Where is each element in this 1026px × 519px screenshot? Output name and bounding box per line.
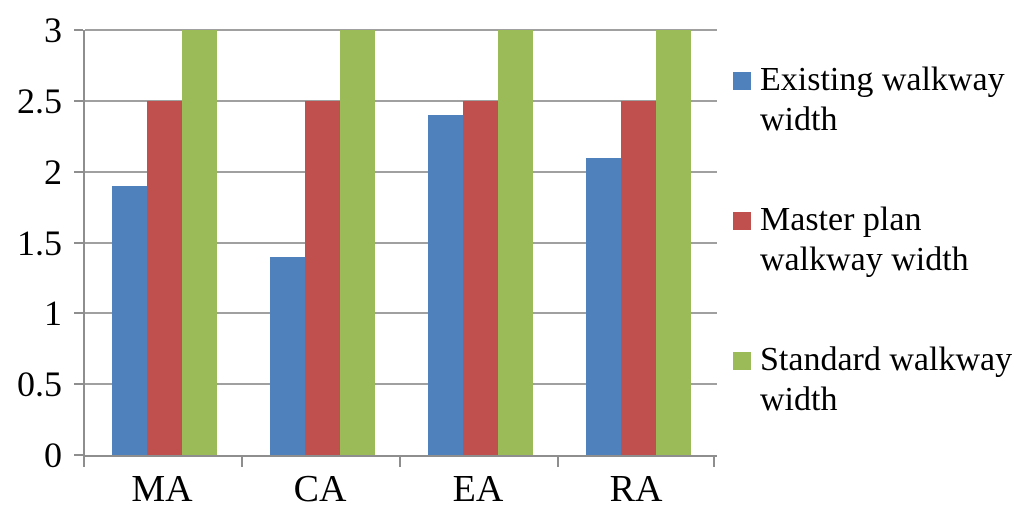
legend-swatch-icon (733, 212, 751, 230)
legend-item-standard-walkway-width: Standard walkway width (733, 340, 1023, 420)
bar-ra-standard-walkway-width (656, 30, 691, 455)
y-tick-mark (74, 383, 83, 386)
y-tick-mark (74, 241, 83, 244)
gridline (85, 383, 717, 386)
y-tick-mark (74, 454, 83, 456)
gridline (85, 99, 717, 102)
bar-ea-existing-walkway-width (428, 115, 463, 455)
x-tick-mark (713, 457, 715, 467)
x-tick-mark (399, 457, 401, 467)
bar-ca-existing-walkway-width (270, 256, 305, 455)
y-axis-tick-label: 2.5 (17, 80, 62, 121)
legend: Existing walkway width Master plan walkwa… (733, 60, 1023, 480)
y-axis-tick-label: 0.5 (17, 364, 62, 405)
plot-area (83, 29, 717, 457)
gridline (85, 241, 717, 244)
y-tick-mark (74, 99, 83, 102)
legend-label: Existing walkway width (760, 61, 1005, 138)
gridline (85, 312, 717, 315)
y-axis-tick-label: 0 (44, 435, 62, 475)
legend-label: Standard walkway width (760, 341, 1013, 418)
gridline (85, 29, 717, 31)
legend-item-master-plan-walkway-width: Master plan walkway width (733, 200, 1023, 280)
y-tick-mark (74, 170, 83, 173)
x-axis-category-label: EA (452, 468, 504, 510)
bar-ea-master-plan-walkway-width (463, 100, 498, 455)
bar-ra-master-plan-walkway-width (621, 100, 656, 455)
bar-ma-master-plan-walkway-width (147, 100, 182, 455)
y-axis-tick-label: 1.5 (17, 222, 62, 263)
x-tick-mark (557, 457, 559, 467)
y-tick-mark (74, 312, 83, 315)
y-axis-tick-label: 1 (44, 293, 62, 334)
bar-ea-standard-walkway-width (498, 30, 533, 455)
bar-ma-existing-walkway-width (112, 185, 147, 455)
y-axis-tick-label: 2 (44, 151, 62, 192)
legend-item-existing-walkway-width: Existing walkway width (733, 60, 1023, 140)
gridline (85, 170, 717, 173)
y-axis-tick-label: 3 (44, 10, 62, 50)
x-tick-mark (83, 457, 85, 467)
bar-ca-master-plan-walkway-width (305, 100, 340, 455)
bar-ra-existing-walkway-width (586, 157, 621, 455)
legend-swatch-icon (733, 72, 751, 90)
bar-ca-standard-walkway-width (340, 30, 375, 455)
x-axis-category-label: RA (609, 468, 663, 510)
x-axis-category-label: MA (131, 468, 193, 510)
x-tick-mark (241, 457, 243, 467)
y-tick-mark (74, 29, 83, 31)
legend-label: Master plan walkway width (760, 201, 969, 278)
bar-ma-standard-walkway-width (182, 30, 217, 455)
legend-swatch-icon (733, 352, 751, 370)
x-axis-category-label: CA (293, 468, 347, 510)
